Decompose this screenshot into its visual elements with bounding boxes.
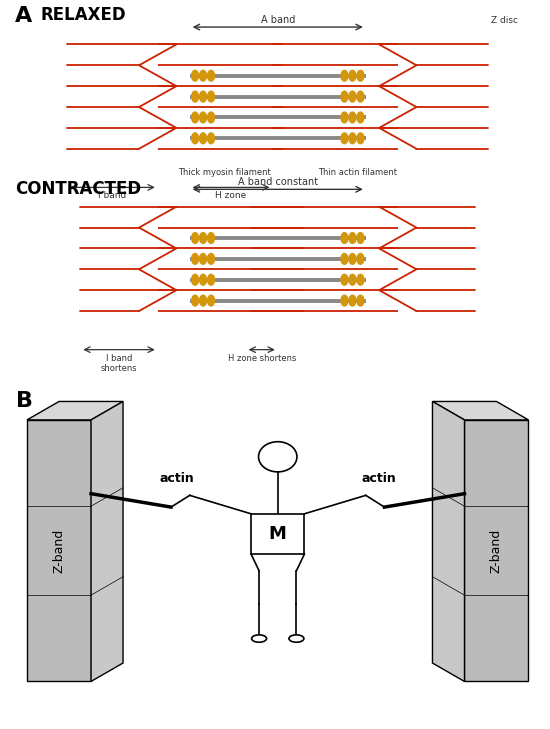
Ellipse shape (200, 112, 207, 123)
Ellipse shape (357, 70, 364, 81)
Ellipse shape (191, 70, 199, 81)
Text: A band constant: A band constant (238, 177, 318, 187)
Polygon shape (27, 402, 123, 420)
Ellipse shape (200, 274, 207, 285)
Polygon shape (432, 402, 529, 420)
Ellipse shape (357, 295, 364, 306)
Text: RELAXED: RELAXED (40, 6, 126, 24)
Text: Z-band: Z-band (490, 529, 503, 573)
Ellipse shape (357, 254, 364, 265)
Ellipse shape (200, 91, 207, 102)
Ellipse shape (341, 70, 348, 81)
Ellipse shape (357, 112, 364, 123)
Ellipse shape (251, 635, 267, 642)
Text: actin: actin (159, 472, 194, 486)
Ellipse shape (207, 91, 214, 102)
Ellipse shape (349, 233, 356, 243)
Text: CONTRACTED: CONTRACTED (15, 179, 141, 198)
Ellipse shape (357, 274, 364, 285)
Ellipse shape (341, 112, 348, 123)
Ellipse shape (191, 233, 199, 243)
Ellipse shape (349, 254, 356, 265)
Ellipse shape (207, 133, 214, 144)
Ellipse shape (357, 91, 364, 102)
Ellipse shape (207, 70, 214, 81)
Ellipse shape (191, 91, 199, 102)
Text: I band: I band (98, 191, 127, 200)
Ellipse shape (289, 635, 304, 642)
Ellipse shape (341, 233, 348, 243)
Bar (251, 514, 305, 554)
Ellipse shape (349, 133, 356, 144)
Ellipse shape (349, 91, 356, 102)
Ellipse shape (207, 112, 214, 123)
Ellipse shape (341, 254, 348, 265)
Ellipse shape (191, 133, 199, 144)
Ellipse shape (349, 70, 356, 81)
Text: A band: A band (261, 15, 295, 25)
Ellipse shape (258, 442, 297, 472)
Text: B: B (16, 391, 34, 411)
Ellipse shape (191, 254, 199, 265)
Polygon shape (27, 420, 91, 682)
Text: Thick myosin filament: Thick myosin filament (178, 168, 271, 177)
Ellipse shape (207, 274, 214, 285)
Ellipse shape (341, 91, 348, 102)
Ellipse shape (349, 112, 356, 123)
Text: Z disc: Z disc (491, 16, 518, 25)
Text: A: A (15, 6, 32, 26)
Ellipse shape (200, 70, 207, 81)
Ellipse shape (341, 274, 348, 285)
Ellipse shape (357, 233, 364, 243)
Ellipse shape (191, 112, 199, 123)
Text: I band
shortens: I band shortens (101, 354, 137, 373)
Polygon shape (91, 402, 123, 682)
Ellipse shape (200, 133, 207, 144)
Text: H zone shortens: H zone shortens (228, 354, 296, 362)
Ellipse shape (341, 295, 348, 306)
Ellipse shape (207, 295, 214, 306)
Ellipse shape (191, 274, 199, 285)
Text: Thin actin filament: Thin actin filament (318, 168, 397, 177)
Text: H zone: H zone (215, 191, 246, 200)
Polygon shape (432, 402, 464, 682)
Text: Z-band: Z-band (52, 529, 65, 573)
Ellipse shape (341, 133, 348, 144)
Text: M: M (269, 525, 287, 543)
Text: actin: actin (362, 472, 397, 486)
Ellipse shape (349, 274, 356, 285)
Ellipse shape (357, 133, 364, 144)
Ellipse shape (349, 295, 356, 306)
Polygon shape (464, 420, 529, 682)
Ellipse shape (200, 233, 207, 243)
Ellipse shape (207, 233, 214, 243)
Ellipse shape (200, 254, 207, 265)
Ellipse shape (191, 295, 199, 306)
Ellipse shape (200, 295, 207, 306)
Ellipse shape (207, 254, 214, 265)
